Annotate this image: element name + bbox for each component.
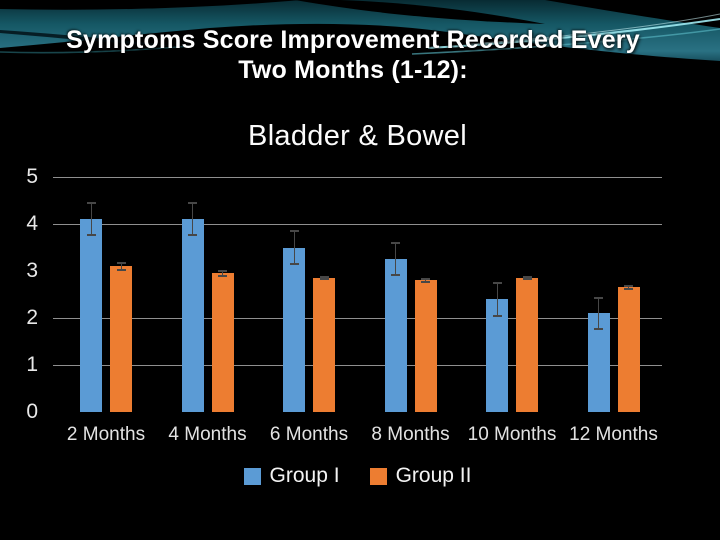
error-bar-group-i-6-months <box>293 230 295 265</box>
gridline-1 <box>53 364 662 366</box>
x-axis-label-6-months: 6 Months <box>269 424 349 445</box>
error-bar-cap-top-group-ii-10-months <box>522 276 532 279</box>
error-bar-group-ii-2-months <box>120 261 122 271</box>
error-bar-group-ii-6-months <box>323 275 325 281</box>
error-bar-cap-top-group-ii-2-months <box>116 261 126 264</box>
error-bar-cap-bottom-group-ii-10-months <box>522 277 532 280</box>
error-bar-cap-bottom-group-i-6-months <box>289 262 299 265</box>
legend-item-group-i: Group I <box>243 464 340 488</box>
error-bar-cap-bottom-group-i-10-months <box>492 314 502 317</box>
gridline-5 <box>53 176 662 178</box>
error-bar-cap-bottom-group-ii-6-months <box>319 278 329 281</box>
error-bar-group-i-8-months <box>395 242 396 277</box>
bar-group-ii-8-months <box>414 280 437 412</box>
y-axis-label-2: 2 <box>26 306 38 329</box>
bar-group-i-4-months <box>181 219 204 412</box>
error-bar-cap-top-group-i-6-months <box>289 230 299 233</box>
error-bar-group-i-12-months <box>598 296 599 330</box>
y-axis-label-3: 3 <box>26 259 38 282</box>
error-bar-cap-top-group-i-4-months <box>188 202 197 205</box>
slide-title-line1: Symptoms Score Improvement Recorded Ever… <box>66 26 640 54</box>
error-bar-cap-bottom-group-i-12-months <box>594 327 603 330</box>
slide-title-line2: Two Months (1-12): <box>238 56 468 84</box>
error-bar-cap-top-group-ii-4-months <box>218 269 227 272</box>
error-bar-cap-bottom-group-ii-4-months <box>218 275 227 278</box>
gridline-4 <box>53 223 662 225</box>
error-bar-group-ii-8-months <box>425 278 426 283</box>
x-axis-label-4-months: 4 Months <box>168 424 247 445</box>
error-bar-cap-bottom-group-ii-12-months <box>624 287 633 290</box>
bar-group-ii-6-months <box>313 278 335 412</box>
slide-title: Symptoms Score Improvement Recorded Ever… <box>0 25 706 85</box>
y-axis-label-0: 0 <box>26 400 38 423</box>
bar-group-i-10-months <box>486 299 508 412</box>
error-bar-cap-bottom-group-ii-2-months <box>116 269 126 271</box>
error-bar-cap-top-group-ii-12-months <box>624 285 633 288</box>
error-bar-cap-top-group-i-8-months <box>391 242 400 245</box>
top-wave-decoration <box>0 0 720 110</box>
legend-swatch-icon-group-ii <box>369 467 387 485</box>
error-bar-cap-top-group-ii-8-months <box>421 278 430 281</box>
bar-group-ii-2-months <box>110 266 132 412</box>
error-bar-cap-bottom-group-ii-8-months <box>421 280 430 283</box>
error-bar-cap-top-group-ii-6-months <box>319 275 329 278</box>
y-axis-label-4: 4 <box>26 212 38 235</box>
y-axis-label-5: 5 <box>26 165 38 188</box>
error-bar-group-ii-12-months <box>628 285 629 290</box>
error-bar-group-i-2-months <box>90 202 92 237</box>
bar-group-ii-12-months <box>617 287 640 412</box>
error-bar-cap-bottom-group-i-8-months <box>391 274 400 277</box>
error-bar-cap-top-group-i-10-months <box>492 281 502 284</box>
x-axis-label-8-months: 8 Months <box>371 424 450 445</box>
bar-group-ii-10-months <box>516 278 538 412</box>
x-axis-label-10-months: 10 Months <box>467 424 557 445</box>
error-bar-cap-bottom-group-i-2-months <box>86 234 96 237</box>
error-bar-group-i-10-months <box>496 281 498 317</box>
bar-group-i-2-months <box>80 219 102 412</box>
legend-label-group-ii: Group II <box>395 464 472 487</box>
error-bar-group-ii-4-months <box>222 269 223 278</box>
legend-swatch-icon-group-i <box>243 467 261 485</box>
legend-item-group-ii: Group II <box>369 464 472 488</box>
bar-group-i-6-months <box>283 247 305 412</box>
chart-title: Bladder & Bowel <box>248 120 467 152</box>
bar-group-i-12-months <box>587 313 610 412</box>
error-bar-cap-top-group-i-12-months <box>594 296 603 299</box>
error-bar-group-i-4-months <box>192 202 193 237</box>
bar-group-ii-4-months <box>211 273 234 412</box>
chart-legend: Group I Group II <box>53 464 662 488</box>
legend-label-group-i: Group I <box>269 464 340 487</box>
x-axis-label-12-months: 12 Months <box>569 424 658 445</box>
gridline-2 <box>53 317 662 319</box>
x-axis-label-2-months: 2 Months <box>66 424 146 445</box>
y-axis-label-1: 1 <box>26 353 38 376</box>
error-bar-cap-top-group-i-2-months <box>86 202 96 205</box>
bar-chart: Bladder & Bowel 0 1 2 3 4 5 2 Months 4 Months 6 … <box>0 110 720 510</box>
error-bar-cap-bottom-group-i-4-months <box>188 234 197 237</box>
bar-group-i-8-months <box>384 259 407 412</box>
